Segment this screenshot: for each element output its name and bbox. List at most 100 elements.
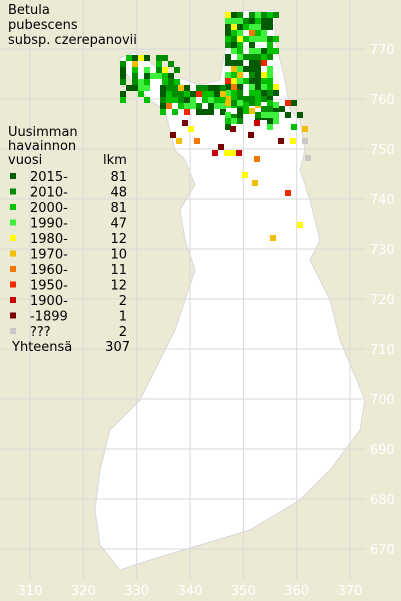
legend-count: 10 bbox=[110, 248, 127, 263]
legend-header: havainnon bbox=[8, 139, 76, 154]
observation-cell bbox=[237, 60, 243, 66]
observation-cell bbox=[168, 73, 174, 79]
x-tick-label: 370 bbox=[338, 584, 363, 599]
observation-cell bbox=[231, 90, 237, 96]
observation-cell bbox=[237, 12, 243, 18]
observation-cell bbox=[231, 48, 237, 54]
observation-cell bbox=[214, 103, 220, 109]
observation-cell bbox=[267, 78, 273, 84]
observation-cell bbox=[208, 103, 214, 109]
observation-cell bbox=[126, 85, 132, 91]
observation-cell bbox=[237, 78, 243, 84]
observation-cell bbox=[188, 126, 194, 132]
observation-cell bbox=[126, 55, 132, 61]
observation-cell bbox=[170, 132, 176, 138]
observation-cell bbox=[243, 66, 249, 72]
observation-cell bbox=[243, 54, 249, 60]
legend-total: 307 bbox=[105, 340, 130, 355]
observation-cell bbox=[132, 61, 138, 67]
observation-cell bbox=[160, 109, 166, 115]
legend-swatch bbox=[10, 173, 16, 179]
title-line: subsp. czerepanovii bbox=[8, 33, 137, 48]
observation-cell bbox=[162, 67, 168, 73]
observation-cell bbox=[267, 106, 273, 112]
observation-cell bbox=[273, 102, 279, 108]
observation-cell bbox=[255, 96, 261, 102]
observation-cell bbox=[231, 114, 237, 120]
observation-cell bbox=[255, 84, 261, 90]
observation-cell bbox=[162, 79, 168, 85]
observation-cell bbox=[132, 55, 138, 61]
observation-cell bbox=[261, 12, 267, 18]
observation-cell bbox=[178, 85, 184, 91]
legend-count: 1 bbox=[119, 310, 127, 325]
observation-cell bbox=[252, 180, 258, 186]
observation-cell bbox=[230, 150, 236, 156]
y-tick-label: 680 bbox=[370, 493, 395, 508]
observation-cell bbox=[267, 100, 273, 106]
observation-cell bbox=[144, 85, 150, 91]
observation-cell bbox=[214, 91, 220, 97]
legend-swatch bbox=[10, 204, 16, 210]
observation-cell bbox=[249, 100, 255, 106]
observation-cell bbox=[255, 36, 261, 42]
observation-cell bbox=[208, 109, 214, 115]
observation-cell bbox=[231, 30, 237, 36]
observation-cell bbox=[172, 91, 178, 97]
observation-cell bbox=[168, 61, 174, 67]
observation-cell bbox=[302, 138, 308, 144]
y-tick-label: 760 bbox=[370, 93, 395, 108]
legend-count: 11 bbox=[110, 263, 127, 278]
observation-cell bbox=[184, 85, 190, 91]
observation-cell bbox=[184, 109, 190, 115]
observation-cell bbox=[160, 97, 166, 103]
observation-cell bbox=[255, 60, 261, 66]
observation-cell bbox=[249, 78, 255, 84]
observation-cell bbox=[302, 126, 308, 132]
observation-cell bbox=[160, 85, 166, 91]
observation-cell bbox=[225, 118, 231, 124]
observation-cell bbox=[243, 96, 249, 102]
observation-cell bbox=[202, 91, 208, 97]
observation-cell bbox=[285, 190, 291, 196]
observation-cell bbox=[261, 36, 267, 42]
observation-cell bbox=[261, 30, 267, 36]
observation-cell bbox=[261, 106, 267, 112]
observation-cell bbox=[172, 109, 178, 115]
observation-cell bbox=[267, 66, 273, 72]
observation-cell bbox=[249, 12, 255, 18]
legend-header: Uusimman bbox=[8, 125, 78, 140]
observation-cell bbox=[297, 222, 303, 228]
legend-count: 12 bbox=[110, 279, 127, 294]
legend-swatch bbox=[10, 250, 16, 257]
legend-label: 1950- bbox=[30, 279, 68, 294]
observation-cell bbox=[249, 54, 255, 60]
observation-cell bbox=[243, 24, 249, 30]
observation-cell bbox=[220, 85, 226, 91]
observation-cell bbox=[285, 100, 291, 106]
observation-cell bbox=[291, 124, 297, 130]
observation-cell bbox=[225, 54, 231, 60]
observation-cell bbox=[225, 84, 231, 90]
observation-cell bbox=[144, 97, 150, 103]
observation-cell bbox=[120, 67, 126, 73]
observation-cell bbox=[249, 18, 255, 24]
observation-cell bbox=[261, 24, 267, 30]
observation-cell bbox=[190, 97, 196, 103]
observation-cell bbox=[162, 73, 168, 79]
observation-cell bbox=[254, 156, 260, 162]
observation-cell bbox=[255, 100, 261, 106]
observation-cell bbox=[225, 124, 231, 130]
observation-cell bbox=[237, 42, 243, 48]
x-tick-label: 340 bbox=[178, 584, 203, 599]
legend-total-label: Yhteensä bbox=[11, 340, 72, 355]
observation-cell bbox=[237, 36, 243, 42]
x-tick-label: 320 bbox=[71, 584, 96, 599]
observation-cell bbox=[225, 90, 231, 96]
observation-cell bbox=[279, 106, 285, 112]
observation-cell bbox=[138, 85, 144, 91]
observation-cell bbox=[178, 97, 184, 103]
observation-cell bbox=[261, 84, 267, 90]
observation-cell bbox=[166, 85, 172, 91]
observation-cell bbox=[220, 91, 226, 97]
